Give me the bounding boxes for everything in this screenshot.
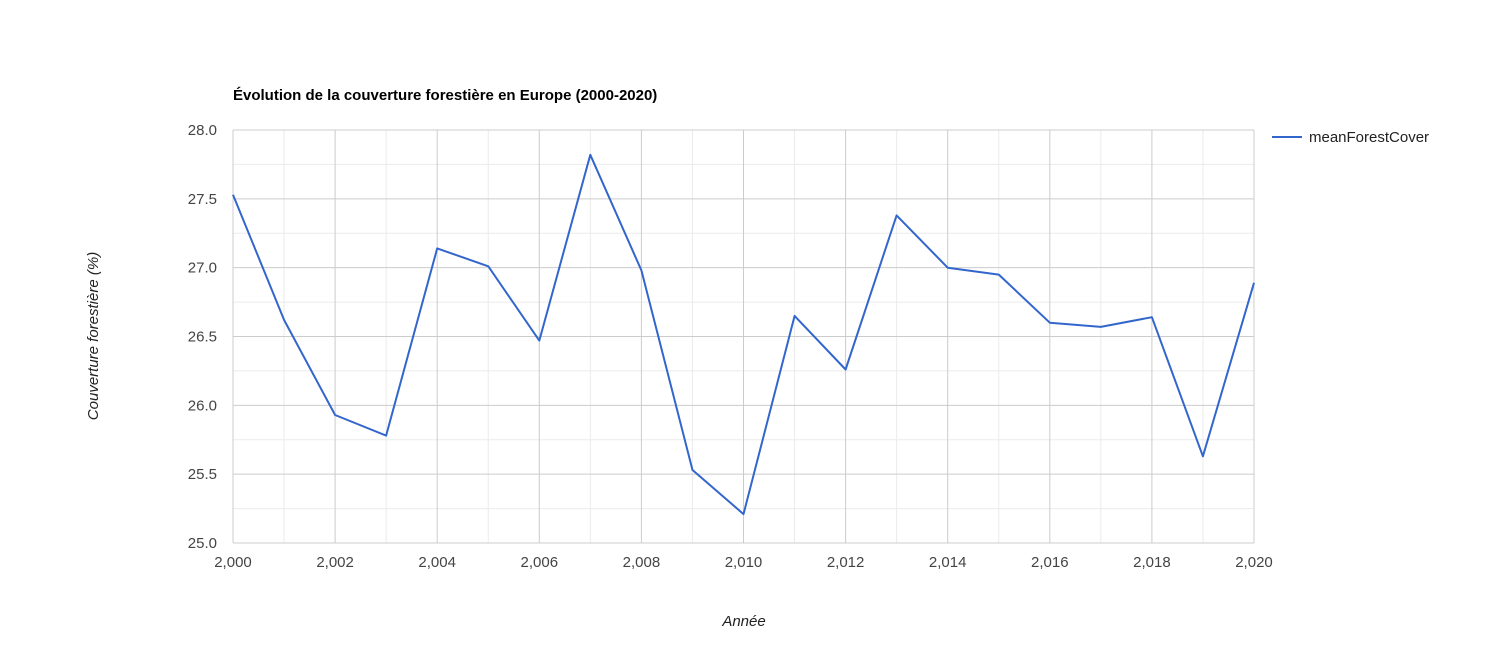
data-point[interactable] xyxy=(688,466,696,474)
x-tick-label: 2,010 xyxy=(725,554,763,571)
data-point[interactable] xyxy=(637,266,645,274)
data-point[interactable] xyxy=(791,312,799,320)
x-tick-label: 2,008 xyxy=(623,554,661,571)
x-tick-label: 2,016 xyxy=(1031,554,1069,571)
x-axis-title: Année xyxy=(721,613,765,630)
data-point[interactable] xyxy=(893,211,901,219)
x-tick-label: 2,002 xyxy=(316,554,354,571)
legend-label: meanForestCover xyxy=(1309,129,1429,146)
legend[interactable]: meanForestCover xyxy=(1272,129,1429,146)
y-tick-label: 26.5 xyxy=(188,329,217,346)
y-tick-label: 27.5 xyxy=(188,191,217,208)
x-tick-label: 2,012 xyxy=(827,554,865,571)
y-axis-title: Couverture forestière (%) xyxy=(85,252,102,420)
data-point[interactable] xyxy=(1046,319,1054,327)
data-point[interactable] xyxy=(1199,452,1207,460)
y-tick-label: 25.5 xyxy=(188,466,217,483)
data-point[interactable] xyxy=(1097,323,1105,331)
data-point[interactable] xyxy=(842,366,850,374)
x-tick-label: 2,020 xyxy=(1235,554,1273,571)
y-tick-label: 26.0 xyxy=(188,397,217,414)
data-point[interactable] xyxy=(1148,313,1156,321)
data-point[interactable] xyxy=(1250,279,1258,287)
series-layer xyxy=(229,151,1258,518)
data-point[interactable] xyxy=(331,411,339,419)
major-gridlines xyxy=(232,129,1255,544)
x-tick-label: 2,000 xyxy=(214,554,252,571)
data-point[interactable] xyxy=(535,337,543,345)
x-tick-label: 2,014 xyxy=(929,554,967,571)
data-point[interactable] xyxy=(280,316,288,324)
data-point[interactable] xyxy=(944,264,952,272)
data-point[interactable] xyxy=(433,244,441,252)
y-tick-label: 28.0 xyxy=(188,122,217,139)
data-point[interactable] xyxy=(586,151,594,159)
y-tick-label: 25.0 xyxy=(188,535,217,552)
data-point[interactable] xyxy=(995,271,1003,279)
data-point[interactable] xyxy=(740,510,748,518)
y-tick-label: 27.0 xyxy=(188,260,217,277)
x-tick-label: 2,018 xyxy=(1133,554,1171,571)
data-point[interactable] xyxy=(484,262,492,270)
chart-title: Évolution de la couverture forestière en… xyxy=(233,87,657,104)
series-line[interactable] xyxy=(232,153,1255,516)
data-point[interactable] xyxy=(382,432,390,440)
y-axis-ticks: 25.0 25.5 26.0 26.5 27.0 27.5 28.0 xyxy=(188,122,217,552)
data-point[interactable] xyxy=(229,191,237,199)
x-axis-ticks: 2,000 2,002 2,004 2,006 2,008 2,010 2,012 2,014… xyxy=(214,554,1273,571)
x-tick-label: 2,006 xyxy=(521,554,559,571)
x-tick-label: 2,004 xyxy=(418,554,456,571)
